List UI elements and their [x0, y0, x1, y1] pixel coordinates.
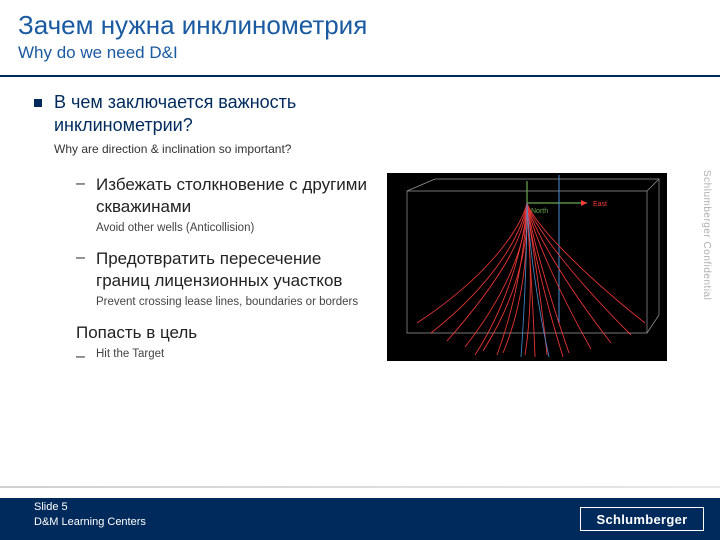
axis-north-label: North — [531, 208, 548, 215]
confidential-label: Schlumberger Confidential — [701, 170, 712, 300]
point-ru: Предотвратить пересечение границ лицензи… — [96, 248, 379, 292]
footer-divider — [0, 486, 720, 488]
dash-icon: – — [76, 174, 88, 195]
well-trajectory-viz: East North — [387, 173, 667, 361]
footer: Slide 5 D&M Learning Centers Schlumberge… — [0, 486, 720, 540]
org-name: D&M Learning Centers — [34, 515, 146, 530]
footer-left: Slide 5 D&M Learning Centers — [34, 500, 146, 530]
point-en: Hit the Target — [96, 347, 164, 362]
text-column: В чем заключается важность инклинометрии… — [34, 91, 379, 486]
point-ru: Избежать столкновение с другими скважина… — [96, 174, 379, 218]
title-en: Why do we need D&I — [18, 43, 702, 63]
image-column: East North — [379, 91, 696, 486]
slide-number: Slide 5 — [34, 500, 146, 515]
square-bullet-icon — [34, 99, 42, 107]
title-ru: Зачем нужна инклинометрия — [18, 10, 702, 41]
axis-east-label: East — [593, 201, 607, 208]
header: Зачем нужна инклинометрия Why do we need… — [0, 0, 720, 71]
question-en: Why are direction & inclination so impor… — [54, 142, 379, 156]
list-item: – Попасть в цель – Hit the Target — [76, 322, 379, 368]
question-row: В чем заключается важность инклинометрии… — [34, 91, 379, 138]
logo: Schlumberger — [580, 507, 704, 531]
list-item: – Предотвратить пересечение границ лицен… — [76, 248, 379, 310]
dash-icon: – — [76, 248, 88, 269]
point-en: Avoid other wells (Anticollision) — [96, 221, 379, 236]
slide: Зачем нужна инклинометрия Why do we need… — [0, 0, 720, 540]
body: В чем заключается важность инклинометрии… — [0, 77, 720, 486]
list-item: – Избежать столкновение с другими скважи… — [76, 174, 379, 236]
point-en: Prevent crossing lease lines, boundaries… — [96, 295, 379, 310]
sub-list: – Избежать столкновение с другими скважи… — [76, 174, 379, 368]
point-ru: Попасть в цель — [76, 322, 197, 344]
dash-icon: – — [76, 347, 88, 368]
question-ru: В чем заключается важность инклинометрии… — [54, 91, 379, 138]
